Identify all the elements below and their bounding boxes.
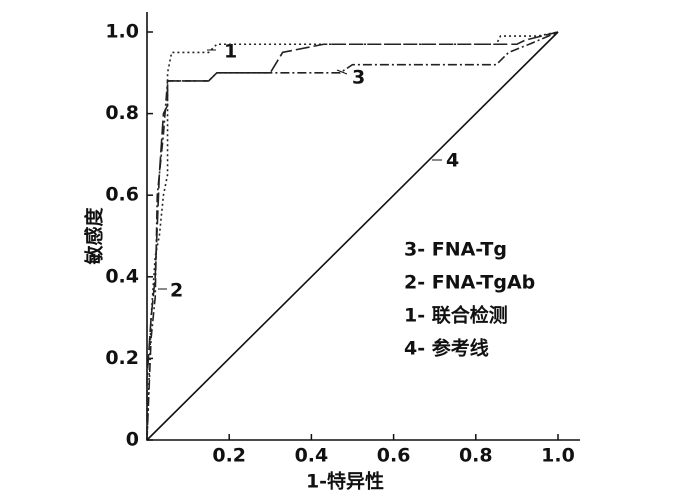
x-tick-label: 0.4 [295,445,329,467]
x-tick-label: 0.6 [377,445,411,467]
legend-entry: 3- FNA-Tg [404,239,507,261]
roc-curve [146,31,559,440]
curve-label: 3 [352,67,365,89]
y-tick-label: 0 [126,429,139,451]
y-tick-label: 0.6 [105,184,139,206]
roc-curve [146,31,559,441]
x-axis-label: 1-特异性 [306,470,384,493]
curve-label: 1 [224,41,237,63]
y-tick-label: 0.2 [105,347,139,369]
y-tick-label: 0.8 [105,102,139,124]
x-tick-label: 0.2 [212,445,246,467]
y-tick-label: 0.4 [105,265,139,287]
x-tick-label: 0.8 [459,445,493,467]
x-tick-label: 1.0 [541,445,575,467]
leader [336,69,348,75]
curve-label: 2 [170,280,183,302]
roc-curve [146,31,559,441]
legend-entry: 2- FNA-TgAb [404,272,535,294]
y-tick-label: 1.0 [105,21,139,43]
legend-entry: 4- 参考线 [404,337,489,360]
curve-label: 4 [446,150,459,172]
y-axis-label: 敏感度 [83,207,106,266]
legend-entry: 1- 联合检测 [404,304,508,327]
